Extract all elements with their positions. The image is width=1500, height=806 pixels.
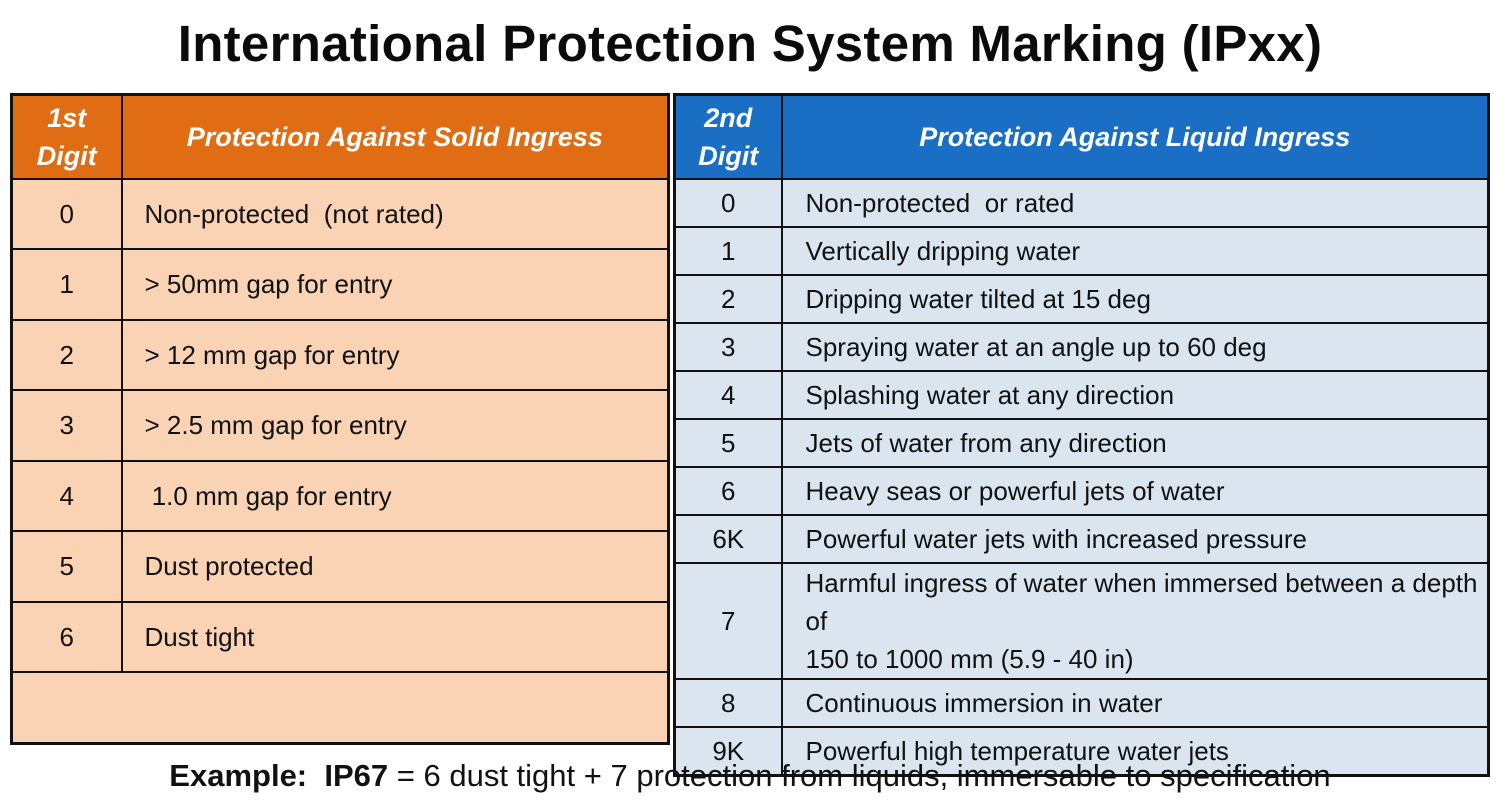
digit-cell: 1 xyxy=(673,226,783,276)
digit-cell: 5 xyxy=(673,418,783,468)
digit-cell: 3 xyxy=(10,389,123,462)
example-label: Example: xyxy=(169,758,308,793)
digit-cell: 0 xyxy=(10,177,123,251)
liquid-ingress-table: 2nd Digit Protection Against Liquid Ingr… xyxy=(673,93,1490,777)
solid-header-row: 1st Digit Protection Against Solid Ingre… xyxy=(10,93,670,180)
example-text: = 6 dust tight + 7 protection from liqui… xyxy=(388,758,1331,793)
desc-cell: Spraying water at an angle up to 60 deg xyxy=(780,322,1490,372)
digit-cell: 2 xyxy=(673,274,783,324)
digit-cell: 1 xyxy=(10,248,123,321)
solid-ingress-table: 1st Digit Protection Against Solid Ingre… xyxy=(10,93,670,745)
desc-cell: Dust protected xyxy=(120,530,670,603)
desc-cell: 1.0 mm gap for entry xyxy=(120,459,670,533)
empty-filler-cell xyxy=(10,671,670,744)
desc-cell: Dust tight xyxy=(120,600,670,674)
table-row: 1 > 50mm gap for entry xyxy=(10,248,670,321)
table-row: 6K Powerful water jets with increased pre… xyxy=(673,514,1490,564)
desc-cell: Dripping water tilted at 15 deg xyxy=(780,274,1490,324)
desc-cell: Splashing water at any direction xyxy=(780,370,1490,420)
table-row: 8 Continuous immersion in water xyxy=(673,678,1490,728)
desc-cell: Vertically dripping water xyxy=(780,226,1490,276)
desc-cell: > 50mm gap for entry xyxy=(120,248,670,321)
desc-cell: Continuous immersion in water xyxy=(780,678,1490,728)
desc-line: Harmful ingress of water when immersed b… xyxy=(805,568,1478,636)
desc-cell: Non-protected or rated xyxy=(780,178,1490,228)
solid-digit-header-line1: 1st xyxy=(47,103,87,133)
desc-cell: > 2.5 mm gap for entry xyxy=(120,389,670,462)
desc-cell: Jets of water from any direction xyxy=(780,418,1490,468)
liquid-digit-header-line1: 2nd xyxy=(704,103,753,133)
table-row: 4 Splashing water at any direction xyxy=(673,370,1490,420)
desc-cell: Heavy seas or powerful jets of water xyxy=(780,466,1490,516)
table-row: 6 Heavy seas or powerful jets of water xyxy=(673,466,1490,516)
solid-digit-header-line2: Digit xyxy=(36,141,97,171)
desc-line: 150 to 1000 mm (5.9 - 40 in) xyxy=(805,644,1134,674)
table-row: 3 Spraying water at an angle up to 60 deg xyxy=(673,322,1490,372)
table-row: 0 Non-protected (not rated) xyxy=(10,177,670,251)
liquid-header-row: 2nd Digit Protection Against Liquid Ingr… xyxy=(673,93,1490,180)
digit-cell: 0 xyxy=(673,178,783,228)
table-row: 5 Dust protected xyxy=(10,530,670,603)
table-row: 2 > 12 mm gap for entry xyxy=(10,318,670,392)
table-row: 5 Jets of water from any direction xyxy=(673,418,1490,468)
digit-cell: 4 xyxy=(673,370,783,420)
table-row: 2 Dripping water tilted at 15 deg xyxy=(673,274,1490,324)
table-row: 1 Vertically dripping water xyxy=(673,226,1490,276)
desc-cell: Powerful water jets with increased press… xyxy=(780,514,1490,564)
liquid-digit-header-line2: Digit xyxy=(698,141,759,171)
table-row: 0 Non-protected or rated xyxy=(673,178,1490,228)
desc-cell: Powerful high temperature water jets xyxy=(780,726,1490,777)
digit-cell: 9K xyxy=(673,726,783,777)
liquid-desc-header: Protection Against Liquid Ingress xyxy=(780,93,1490,180)
page-title: International Protection System Marking … xyxy=(177,15,1323,72)
digit-cell: 7 xyxy=(673,562,783,680)
digit-cell: 4 xyxy=(10,459,123,533)
solid-digit-header: 1st Digit xyxy=(10,93,123,180)
table-row: 6 Dust tight xyxy=(10,600,670,674)
solid-desc-header: Protection Against Solid Ingress xyxy=(120,93,670,180)
digit-cell: 6 xyxy=(10,600,123,674)
digit-cell: 2 xyxy=(10,318,123,392)
digit-cell: 3 xyxy=(673,322,783,372)
table-row: 3 > 2.5 mm gap for entry xyxy=(10,389,670,462)
desc-cell: > 12 mm gap for entry xyxy=(120,318,670,392)
liquid-digit-header: 2nd Digit xyxy=(673,93,783,180)
desc-cell: Harmful ingress of water when immersed b… xyxy=(780,562,1490,680)
digit-cell: 5 xyxy=(10,530,123,603)
ip-tables: 1st Digit Protection Against Solid Ingre… xyxy=(10,93,1490,777)
table-row: 4 1.0 mm gap for entry xyxy=(10,459,670,533)
desc-cell: Non-protected (not rated) xyxy=(120,177,670,251)
digit-cell: 6 xyxy=(673,466,783,516)
example-caption: Example: IP67 = 6 dust tight + 7 protect… xyxy=(0,758,1500,794)
filler-row xyxy=(10,671,670,744)
table-row: 7 Harmful ingress of water when immersed… xyxy=(673,562,1490,680)
digit-cell: 8 xyxy=(673,678,783,728)
digit-cell: 6K xyxy=(673,514,783,564)
table-row: 9K Powerful high temperature water jets xyxy=(673,726,1490,777)
example-code: IP67 xyxy=(324,758,389,793)
